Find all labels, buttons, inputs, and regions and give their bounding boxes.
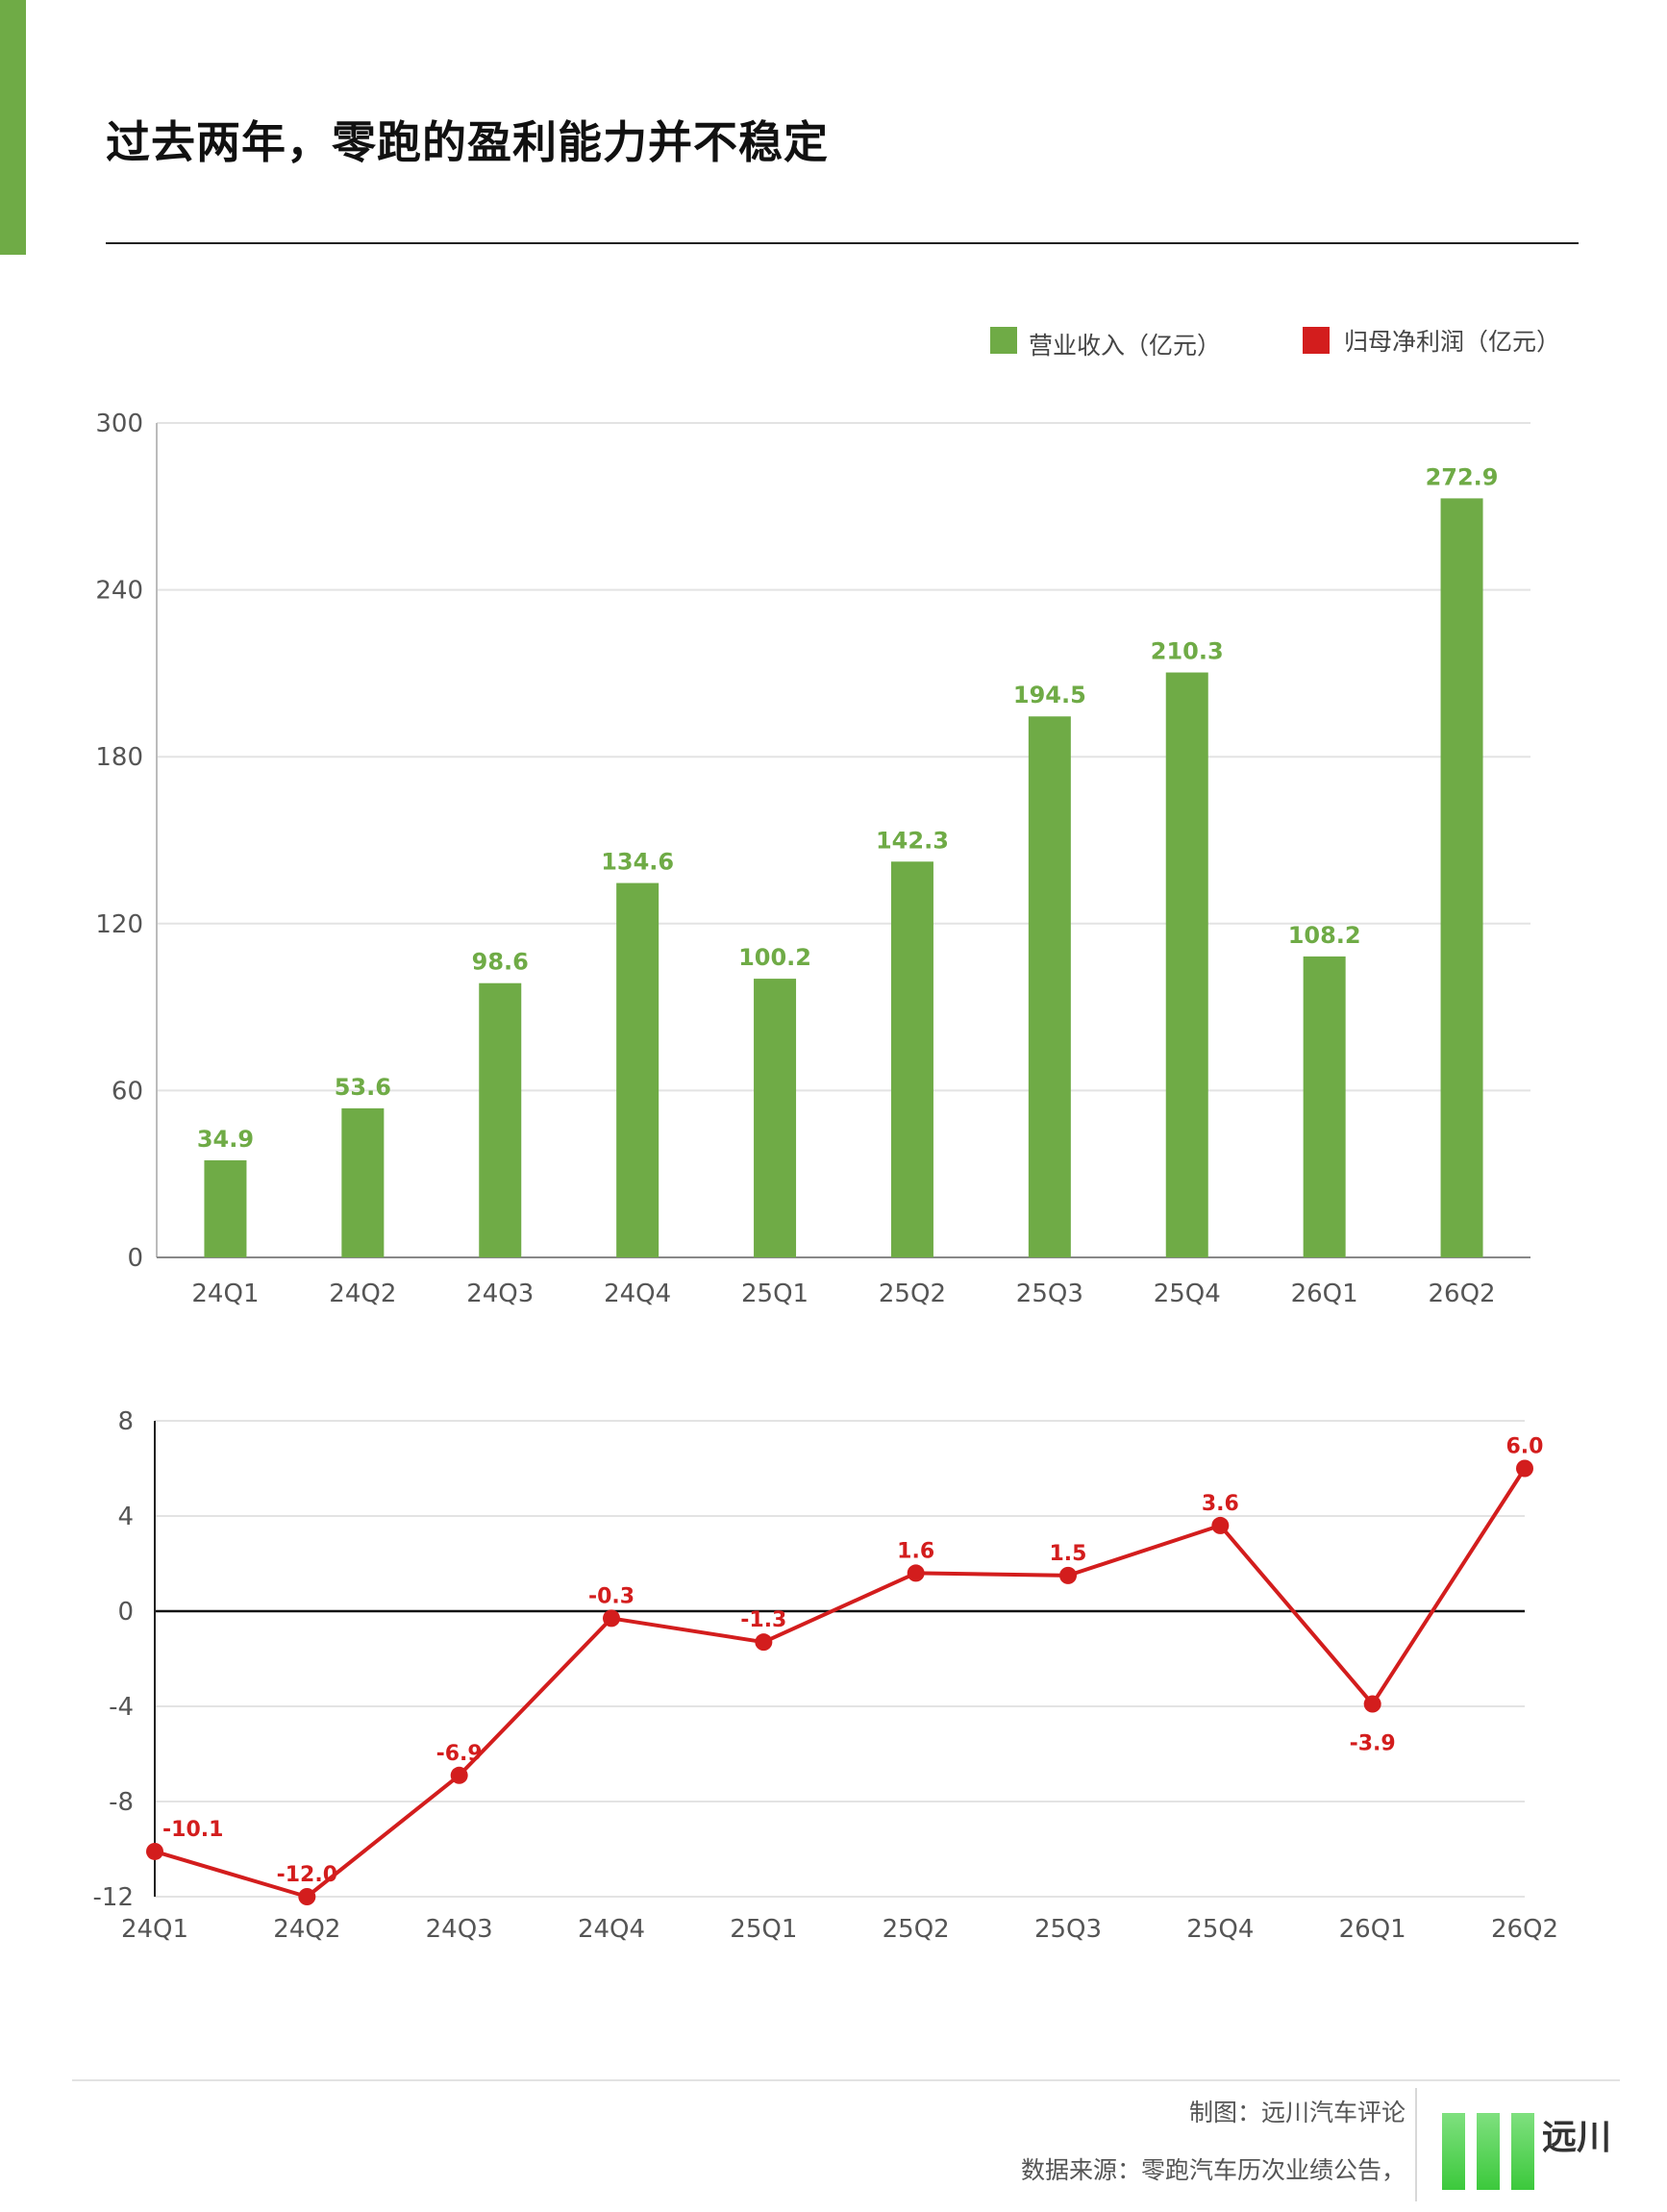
revenue-bar xyxy=(1440,498,1483,1257)
line-x-tick-label: 25Q2 xyxy=(883,1915,950,1944)
profit-point xyxy=(603,1609,620,1628)
revenue-data-label: 142.3 xyxy=(876,827,949,854)
revenue-data-label: 98.6 xyxy=(472,949,529,976)
line-x-tick-label: 24Q3 xyxy=(426,1915,493,1944)
line-y-tick-label: 4 xyxy=(117,1503,134,1531)
line-y-tick-label: 8 xyxy=(117,1407,134,1436)
bar-y-tick-label: 60 xyxy=(112,1077,143,1106)
line-x-tick-label: 24Q1 xyxy=(121,1915,188,1944)
revenue-bar xyxy=(341,1107,385,1257)
profit-point xyxy=(1059,1566,1077,1584)
profit-point xyxy=(298,1888,316,1905)
logo-separator xyxy=(1415,2088,1417,2201)
profit-point xyxy=(755,1633,773,1652)
revenue-data-label: 210.3 xyxy=(1151,638,1224,665)
legend-swatch-profit xyxy=(1303,327,1330,354)
profit-data-label: -6.9 xyxy=(436,1742,483,1766)
bar-y-tick-label: 0 xyxy=(127,1244,143,1273)
line-x-tick-label: 26Q2 xyxy=(1491,1915,1558,1944)
logo-text: 远川 xyxy=(1542,2118,1612,2157)
bar-x-tick-label: 25Q2 xyxy=(879,1280,946,1308)
bar-x-tick-label: 24Q2 xyxy=(329,1280,396,1308)
profit-data-label: -10.1 xyxy=(162,1818,223,1842)
profit-data-label: -1.3 xyxy=(740,1608,786,1632)
profit-data-label: 3.6 xyxy=(1202,1492,1239,1516)
revenue-bar xyxy=(616,882,659,1257)
bar-x-tick-label: 25Q1 xyxy=(741,1280,809,1308)
credit-source: 数据来源：零跑汽车历次业绩公告， xyxy=(1020,2156,1406,2184)
line-y-tick-label: -12 xyxy=(93,1883,134,1912)
revenue-bar xyxy=(1028,716,1071,1257)
revenue-data-label: 194.5 xyxy=(1013,682,1086,708)
profit-point xyxy=(1516,1459,1533,1478)
profit-series-line xyxy=(154,1467,1527,1899)
line-x-tick-label: 25Q4 xyxy=(1186,1915,1254,1944)
bar-x-tick-label: 24Q4 xyxy=(604,1280,671,1308)
profit-point xyxy=(907,1564,925,1582)
revenue-data-label: 134.6 xyxy=(601,849,674,876)
footer-divider xyxy=(72,2079,1620,2081)
revenue-bar xyxy=(1165,672,1208,1257)
bar-x-tick-label: 26Q2 xyxy=(1429,1280,1496,1308)
revenue-bar xyxy=(754,979,797,1257)
bar-y-tick-label: 120 xyxy=(95,910,143,939)
title-divider xyxy=(106,242,1579,244)
profit-point xyxy=(1363,1695,1381,1713)
revenue-bar xyxy=(204,1160,247,1257)
profit-data-label: -12.0 xyxy=(277,1863,337,1887)
line-x-tick-label: 25Q3 xyxy=(1034,1915,1102,1944)
profit-data-label: 1.6 xyxy=(897,1539,934,1563)
bar-x-tick-label: 24Q1 xyxy=(191,1280,259,1308)
line-y-tick-label: 0 xyxy=(117,1598,134,1627)
line-y-tick-label: -8 xyxy=(109,1788,134,1817)
revenue-data-label: 100.2 xyxy=(738,944,811,971)
revenue-bar xyxy=(479,982,522,1257)
line-x-tick-label: 26Q1 xyxy=(1339,1915,1406,1944)
revenue-data-label: 108.2 xyxy=(1288,922,1361,949)
bar-y-tick-label: 300 xyxy=(95,410,143,438)
profit-point xyxy=(1211,1516,1230,1534)
profit-data-label: 6.0 xyxy=(1506,1435,1544,1459)
line-y-tick-label: -4 xyxy=(109,1693,134,1722)
revenue-data-label: 34.9 xyxy=(197,1126,254,1153)
bar-y-tick-label: 180 xyxy=(95,743,143,772)
bar-y-tick-label: 240 xyxy=(95,577,143,606)
revenue-bar xyxy=(890,861,933,1257)
revenue-data-label: 53.6 xyxy=(335,1074,391,1101)
profit-point xyxy=(146,1842,163,1860)
bar-x-tick-label: 25Q4 xyxy=(1154,1280,1221,1308)
charts-svg: 0 60 120 180 240 300 34.9 24Q1 53.6 24Q2 98.6 24Q3 1… xyxy=(93,327,1560,1944)
accent-bar xyxy=(0,0,26,255)
line-x-tick-label: 24Q2 xyxy=(273,1915,340,1944)
bar-x-tick-label: 25Q3 xyxy=(1016,1280,1083,1308)
bar-x-tick-label: 24Q3 xyxy=(466,1280,534,1308)
page-title: 过去两年，零跑的盈利能力并不稳定 xyxy=(106,116,829,168)
credit-made-by: 制图：远川汽车评论 xyxy=(1188,2099,1406,2126)
profit-data-label: 1.5 xyxy=(1050,1542,1087,1566)
legend-label-profit: 归母净利润（亿元） xyxy=(1344,328,1560,356)
revenue-bar xyxy=(1303,956,1346,1257)
legend-swatch-revenue xyxy=(990,327,1017,354)
profit-data-label: -3.9 xyxy=(1350,1732,1396,1756)
profit-data-label: -0.3 xyxy=(588,1584,634,1608)
line-x-tick-label: 24Q4 xyxy=(578,1915,645,1944)
revenue-data-label: 272.9 xyxy=(1426,463,1499,490)
bar-x-tick-label: 26Q1 xyxy=(1291,1280,1358,1308)
line-x-tick-label: 25Q1 xyxy=(730,1915,797,1944)
profit-point xyxy=(450,1766,468,1784)
legend-label-revenue: 营业收入（亿元） xyxy=(1029,332,1221,360)
brand-logo: 远川 xyxy=(1442,2103,1615,2200)
